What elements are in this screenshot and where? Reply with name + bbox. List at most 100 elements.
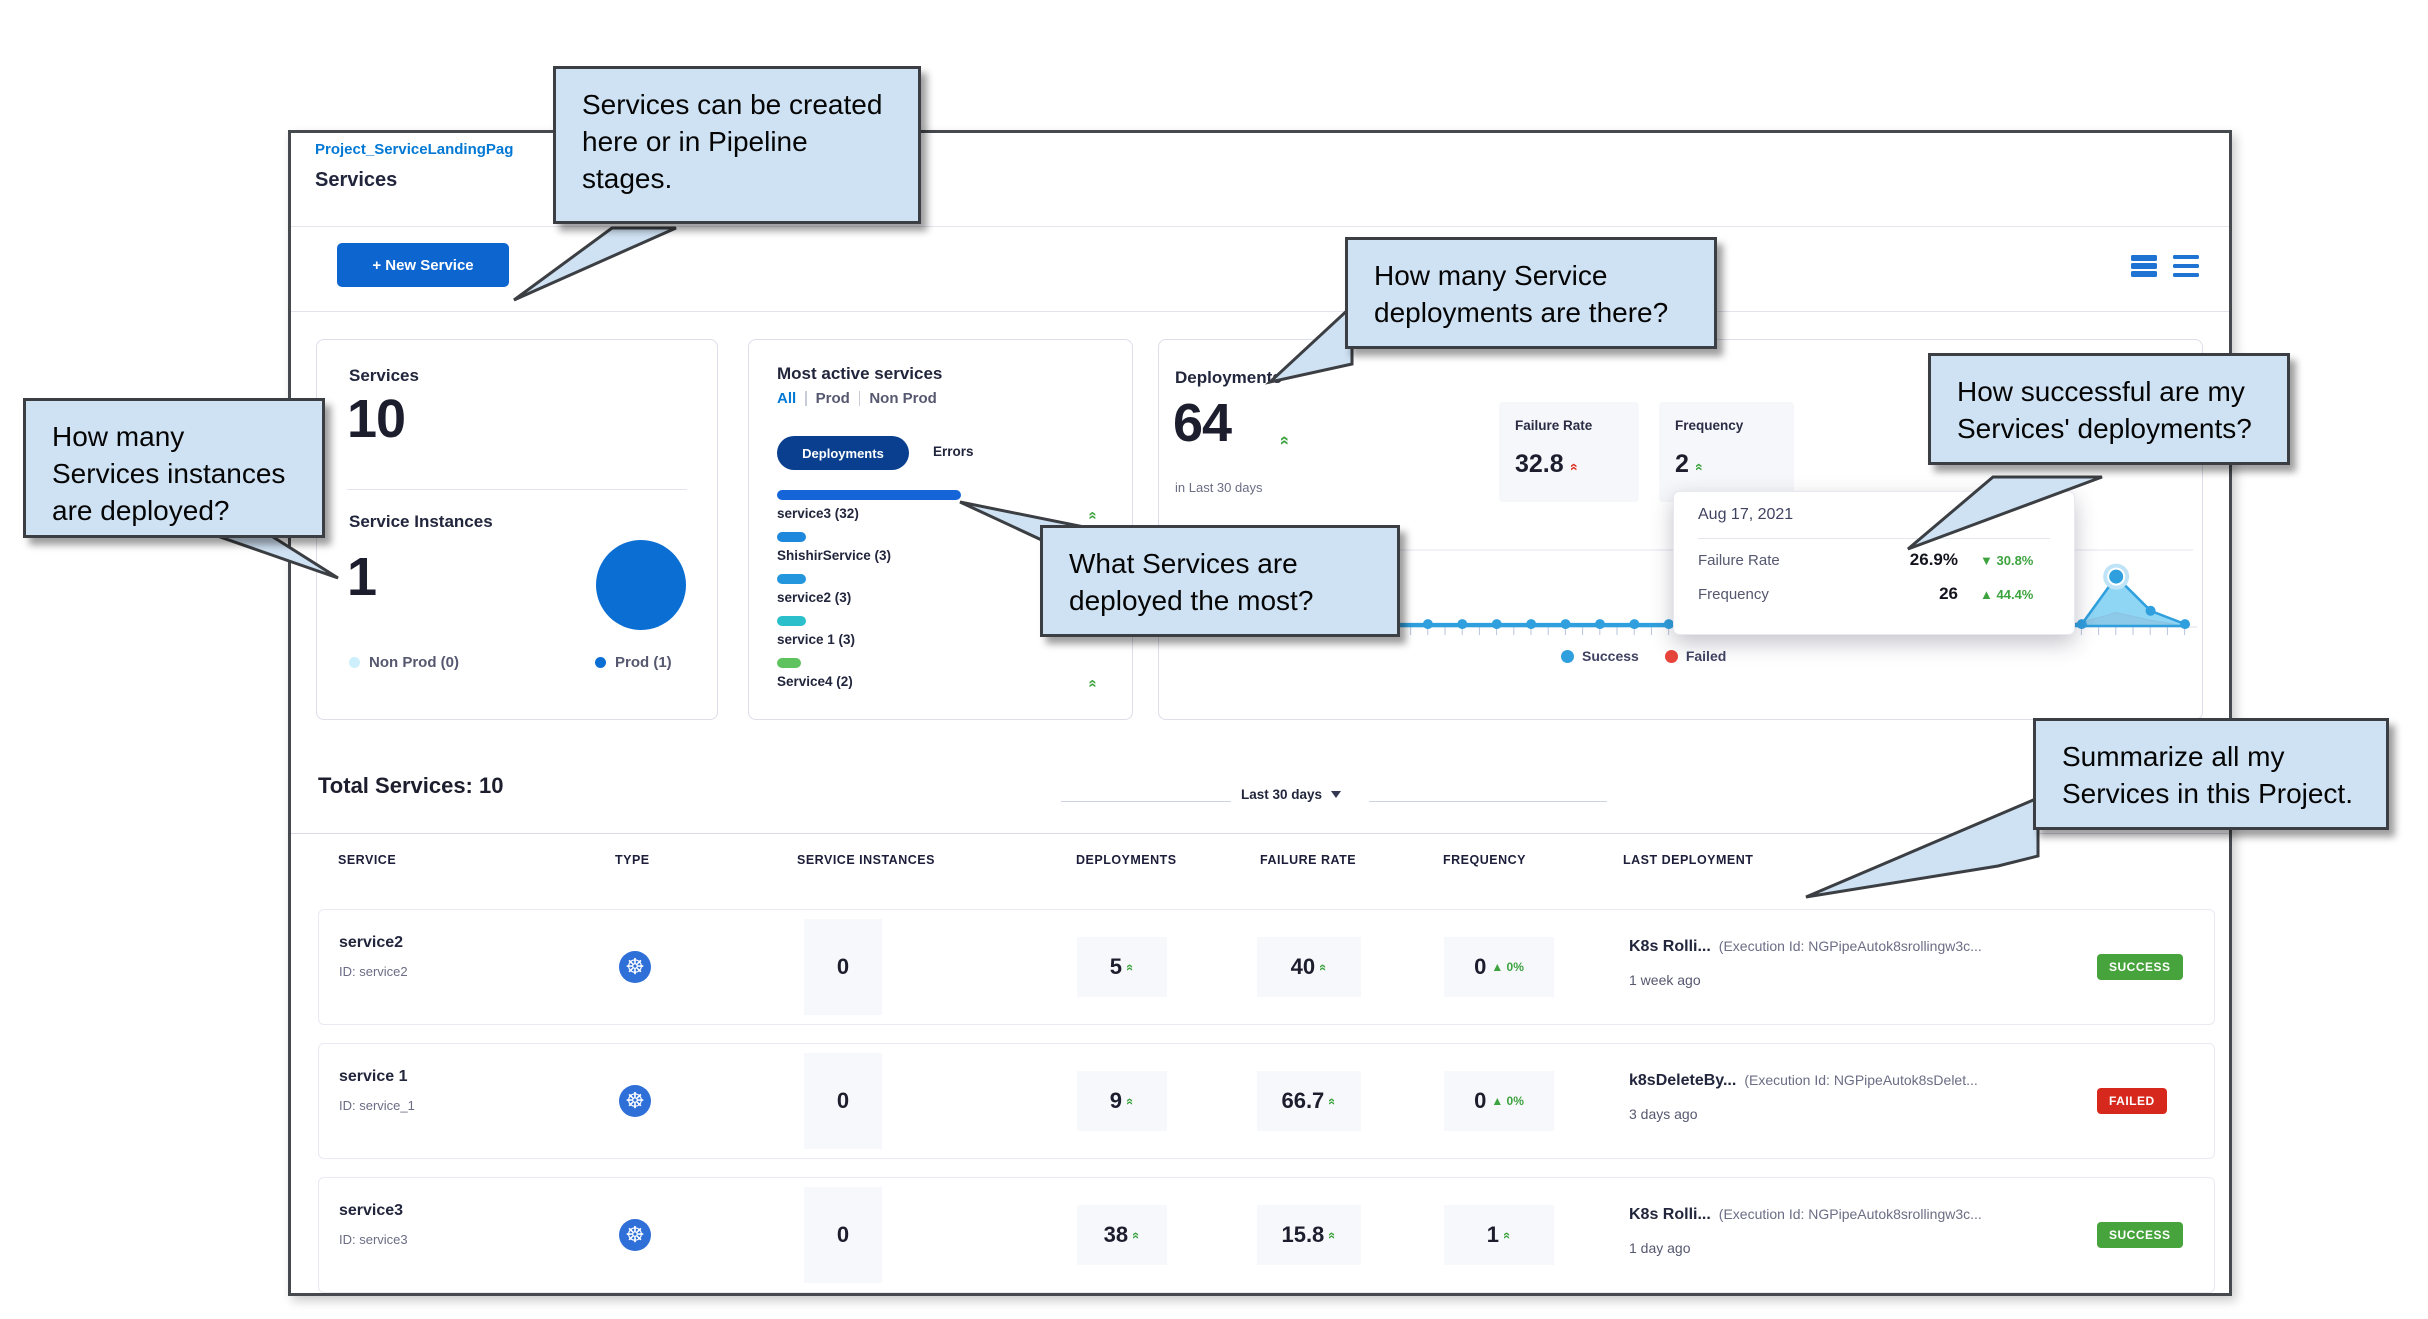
deployments-period: in Last 30 days <box>1175 480 1263 495</box>
instances-pie-chart <box>596 540 686 630</box>
pipeline-name: k8sDeleteBy... <box>1629 1072 1737 1089</box>
app-window: Project_ServiceLandingPag Services + New… <box>288 130 2232 1296</box>
kubernetes-icon: ☸ <box>619 951 651 983</box>
failure-rate-tile: Failure Rate 32.8 « <box>1499 402 1639 502</box>
instances-cell: 0 <box>804 1053 882 1149</box>
col-frequency: FREQUENCY <box>1443 853 1526 867</box>
services-label: Services <box>349 366 419 385</box>
tooltip-date: Aug 17, 2021 <box>1698 506 1794 523</box>
service-id: ID: service3 <box>339 1232 408 1247</box>
breadcrumb[interactable]: Project_ServiceLandingPag <box>315 141 514 158</box>
frequency-delta: ▲ 0% <box>1491 960 1524 974</box>
trend-up-icon: « <box>1123 963 1139 971</box>
period-dropdown[interactable]: Last 30 days <box>1241 787 1342 802</box>
deployments-title: Deployments <box>1175 368 1282 387</box>
table-row[interactable]: service 1 ID: service_1 ☸ 0 9 « 66.7 « 0 ▲ … <box>318 1043 2215 1159</box>
service-deployments-bar <box>777 616 806 626</box>
instances-cell: 0 <box>804 1187 882 1283</box>
status-badge: FAILED <box>2097 1088 2167 1114</box>
services-count: 10 <box>347 389 406 449</box>
services-card: Services 10 Service Instances 1 Non Prod… <box>316 339 718 720</box>
service-name: service2 <box>339 934 404 951</box>
service-deployments-bar <box>777 658 801 668</box>
col-failure-rate: FAILURE RATE <box>1260 853 1357 867</box>
card-view-icon[interactable] <box>2131 255 2157 277</box>
active-service-label: service3 (32) <box>777 506 859 521</box>
deployments-count: 64 <box>1173 393 1232 453</box>
trend-up-icon: « <box>1276 435 1296 446</box>
pipeline-name: K8s Rolli... <box>1629 938 1711 955</box>
execution-id: (Execution Id: NGPipeAutok8srollingw3c..… <box>1718 1206 1982 1222</box>
service-instances-count: 1 <box>347 547 377 607</box>
callout-instances-question: How many Services instances are deployed… <box>23 398 325 538</box>
filter-prod[interactable]: Prod <box>815 390 850 407</box>
execution-id: (Execution Id: NGPipeAutok8sDelet... <box>1744 1072 1978 1088</box>
active-service-label: Service4 (2) <box>777 674 853 689</box>
callout-most-deployed-question: What Services are deployed the most? <box>1040 525 1400 637</box>
last-deployment[interactable]: K8s Rolli... (Execution Id: NGPipeAutok8s… <box>1629 1206 2069 1224</box>
deployments-cell: 38 « <box>1077 1205 1167 1265</box>
trend-up-icon: « <box>1084 511 1102 520</box>
prod-dot-icon <box>595 657 606 668</box>
frequency-cell: 0▲ 0%« <box>1444 937 1554 997</box>
active-service-label: ShishirService (3) <box>777 548 892 563</box>
success-dot-icon <box>1561 649 1574 663</box>
frequency-value: 2 <box>1675 450 1689 478</box>
last-deployment[interactable]: K8s Rolli... (Execution Id: NGPipeAutok8s… <box>1629 938 2069 956</box>
new-service-button[interactable]: + New Service <box>337 243 509 287</box>
callout-summarize: Summarize all my Services in this Projec… <box>2033 718 2389 830</box>
execution-id: (Execution Id: NGPipeAutok8srollingw3c..… <box>1718 938 1982 954</box>
chart-legend: Success Failed <box>1561 648 1726 664</box>
trend-up-icon: « <box>1566 463 1583 471</box>
service-name: service3 <box>339 1202 404 1219</box>
most-active-title: Most active services <box>777 364 943 383</box>
total-services-label: Total Services: 10 <box>318 773 504 798</box>
service-id: ID: service_1 <box>339 1098 415 1113</box>
service-deployments-bar <box>777 490 961 500</box>
page-title: Services <box>315 169 398 191</box>
deployments-toggle[interactable]: Deployments <box>777 436 909 470</box>
errors-toggle[interactable]: Errors <box>933 444 974 459</box>
failure-rate-value: 32.8 <box>1515 450 1564 478</box>
failure-rate-cell: 40 « <box>1257 937 1361 997</box>
deployment-time: 1 day ago <box>1629 1240 1691 1256</box>
service-id: ID: service2 <box>339 964 408 979</box>
col-service-instances: SERVICE INSTANCES <box>797 853 935 867</box>
service-deployments-bar <box>777 574 806 584</box>
most-active-list: service3 (32) « ShishirService (3) « ser… <box>777 490 1101 700</box>
active-service-item: Service4 (2) « <box>777 658 1101 691</box>
table-row[interactable]: service2 ID: service2 ☸ 0 5« 40« 0▲ 0%« … <box>318 909 2215 1025</box>
last-deployment[interactable]: k8sDeleteBy... (Execution Id: NGPipeAutok… <box>1629 1072 2069 1090</box>
kubernetes-icon: ☸ <box>619 1085 651 1117</box>
active-service-item: service2 (3) « <box>777 574 1077 607</box>
trend-up-icon: « <box>1316 963 1332 971</box>
service-name: service 1 <box>339 1068 408 1085</box>
pipeline-name: K8s Rolli... <box>1629 1206 1711 1223</box>
list-view-icon[interactable] <box>2173 255 2199 277</box>
col-service: SERVICE <box>338 853 397 867</box>
header-divider <box>291 226 2229 227</box>
nonprod-dot-icon <box>349 657 360 668</box>
service-instances-label: Service Instances <box>349 512 493 531</box>
callout-create-services: Services can be created here or in Pipel… <box>553 66 921 224</box>
trend-up-icon: « <box>1129 1231 1145 1239</box>
frequency-cell: 1 « <box>1444 1205 1554 1265</box>
table-row[interactable]: service3 ID: service3 ☸ 0 38 « 15.8 « 1 « K… <box>318 1177 2215 1293</box>
filter-all[interactable]: All <box>777 390 797 407</box>
status-badge: SUCCESS <box>2097 954 2183 980</box>
col-last-deployment: LAST DEPLOYMENT <box>1623 853 1754 867</box>
col-deployments: DEPLOYMENTS <box>1076 853 1177 867</box>
col-type: TYPE <box>615 853 650 867</box>
filter-nonprod[interactable]: Non Prod <box>869 390 937 407</box>
chevron-down-icon <box>1331 791 1342 798</box>
delta-up-icon: ▲ <box>1980 586 1993 602</box>
frequency-delta: ▲ 0% <box>1491 1094 1524 1108</box>
failure-rate-cell: 15.8 « <box>1257 1205 1361 1265</box>
frequency-cell: 0▲ 0%« <box>1444 1071 1554 1131</box>
legend-nonprod: Non Prod (0) <box>349 654 459 671</box>
instances-cell: 0 <box>804 919 882 1015</box>
kubernetes-icon: ☸ <box>619 1219 651 1251</box>
toolbar-divider <box>291 311 2229 312</box>
callout-success-question: How successful are my Services' deployme… <box>1928 353 2290 465</box>
delta-down-icon: ▼ <box>1980 552 1993 568</box>
